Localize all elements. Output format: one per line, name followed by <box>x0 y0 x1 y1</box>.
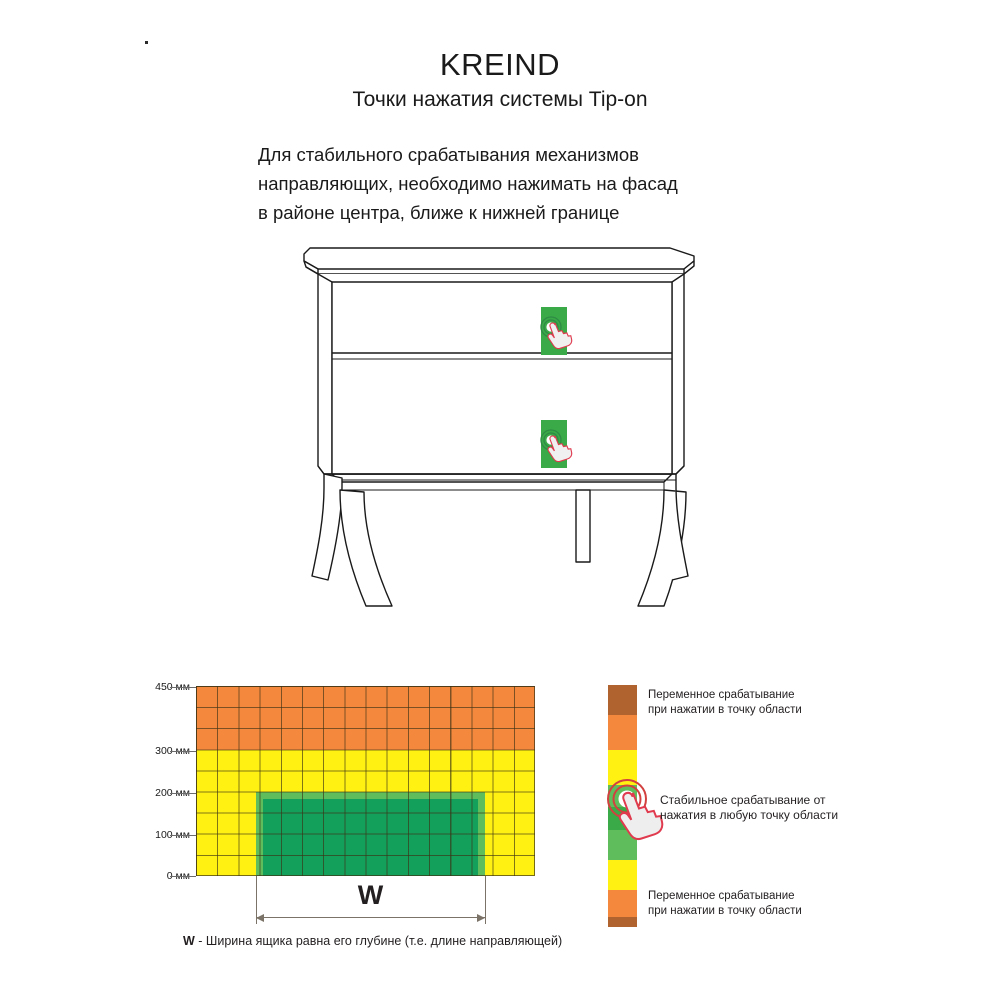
ytick-line-200 <box>170 793 196 794</box>
brand-title: KREIND <box>439 47 561 82</box>
heatmap-gridlines <box>196 686 535 876</box>
page-subtitle: Точки нажатия системы Tip-on <box>352 88 648 111</box>
leg-back-left <box>311 473 343 581</box>
legend-band-brown-bottom <box>608 917 637 927</box>
cabinet-top <box>303 247 695 270</box>
leg-front-right <box>637 489 687 607</box>
legend-item-variable-bottom: Переменное срабатывание при нажатии в то… <box>648 889 802 919</box>
leg-back-right <box>575 489 591 563</box>
legend-band-brown-top <box>608 685 637 715</box>
dimension-arrow <box>256 913 485 922</box>
lead-line-1: Для стабильного срабатывания механизмов <box>258 144 639 165</box>
legend-variable-top-line2: при нажатии в точку области <box>648 704 802 716</box>
press-point-lower-drawer <box>540 420 573 468</box>
legend-variable-bottom-line2: при нажатии в точку области <box>648 905 802 917</box>
heatmap-border <box>196 686 535 876</box>
legend-stable-line2: нажатия в любую точку области <box>660 808 839 822</box>
legend-band-yellow-bottom <box>608 860 637 890</box>
press-point-upper-drawer <box>540 307 573 355</box>
legend-band-orange-top <box>608 715 637 750</box>
width-caption-symbol: W <box>183 934 195 948</box>
width-caption: W - Ширина ящика равна его глубине (т.е.… <box>183 934 562 948</box>
legend-band-yellow-top <box>608 750 637 785</box>
lead-line-2: направляющих, необходимо нажимать на фас… <box>258 173 678 194</box>
nightstand-illustration <box>280 228 700 610</box>
ytick-line-450 <box>170 687 196 688</box>
legend-variable-top-line1: Переменное срабатывание <box>648 689 795 701</box>
artifact-dot <box>145 41 148 44</box>
legend-stable-line1: Стабильное срабатывание от <box>660 793 826 807</box>
dimension-left-tick <box>256 876 257 924</box>
ytick-line-0 <box>170 876 196 877</box>
ytick-line-300 <box>170 751 196 752</box>
legend-item-variable-top: Переменное срабатывание при нажатии в то… <box>648 688 802 718</box>
press-zone-heatmap <box>196 686 535 876</box>
lead-line-3: в районе центра, ближе к нижней границе <box>258 202 620 223</box>
dimension-right-tick <box>485 876 486 924</box>
ytick-line-100 <box>170 835 196 836</box>
legend-color-bar <box>608 685 637 927</box>
width-dimension: W <box>196 876 556 926</box>
legend-variable-bottom-line1: Переменное срабатывание <box>648 890 795 902</box>
legend-hand-icon <box>602 773 668 852</box>
legend: Переменное срабатывание при нажатии в то… <box>607 685 908 927</box>
legend-item-stable: Стабильное срабатывание от нажатия в люб… <box>660 793 838 823</box>
leg-front-left <box>339 489 393 607</box>
lead-paragraph: Для стабильного срабатывания механизмов … <box>258 140 778 227</box>
legend-band-orange-bottom <box>608 890 637 917</box>
dimension-label: W <box>357 880 384 910</box>
width-caption-text: - Ширина ящика равна его глубине (т.е. д… <box>194 934 563 948</box>
